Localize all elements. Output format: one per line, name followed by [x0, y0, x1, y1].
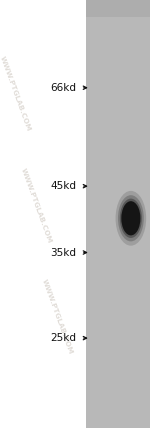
Text: WWW.PTGLAB.COM: WWW.PTGLAB.COM — [20, 167, 52, 244]
Text: WWW.PTGLAB.COM: WWW.PTGLAB.COM — [41, 278, 73, 355]
Text: 45kd: 45kd — [51, 181, 76, 191]
Ellipse shape — [120, 199, 142, 238]
Ellipse shape — [121, 201, 140, 235]
Text: 66kd: 66kd — [51, 83, 76, 93]
Bar — [86, 0, 150, 17]
Text: 35kd: 35kd — [51, 247, 76, 258]
Text: 25kd: 25kd — [51, 333, 76, 343]
Text: WWW.PTGLAB.COM: WWW.PTGLAB.COM — [0, 56, 31, 133]
Bar — [86, 0, 150, 428]
Ellipse shape — [116, 191, 146, 246]
Ellipse shape — [118, 195, 144, 241]
